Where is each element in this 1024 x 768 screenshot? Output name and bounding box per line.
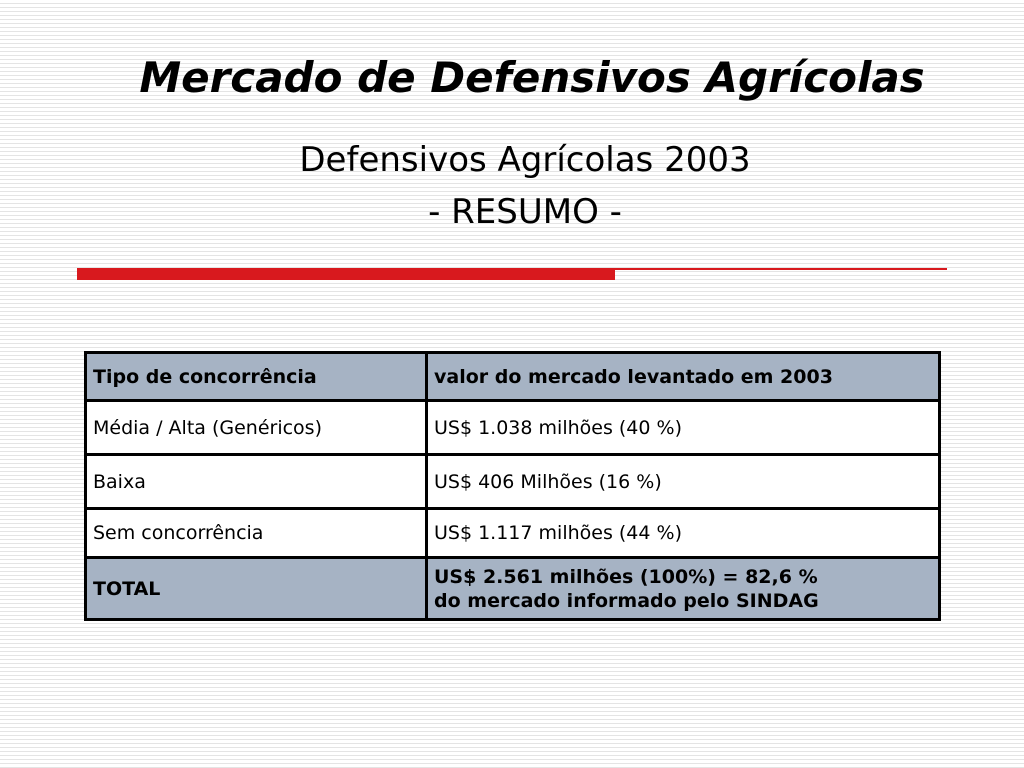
- header-cell-type: Tipo de concorrência: [84, 351, 428, 402]
- header-cell-value: valor do mercado levantado em 2003: [425, 351, 941, 402]
- total-value-line2: do mercado informado pelo SINDAG: [434, 589, 819, 612]
- table-total-row: TOTAL US$ 2.561 milhões (100%) = 82,6 % …: [84, 556, 941, 621]
- total-label-cell: TOTAL: [84, 556, 428, 621]
- accent-rule-thick: [77, 268, 615, 280]
- slide-title: Mercado de Defensivos Agrícolas: [139, 53, 925, 102]
- row-cell-type: Média / Alta (Genéricos): [84, 399, 428, 456]
- slide-subtitle-line1: Defensivos Agrícolas 2003: [299, 140, 751, 180]
- total-value-line1: US$ 2.561 milhões (100%) = 82,6 %: [434, 565, 818, 588]
- slide-subtitle-line2: - RESUMO -: [428, 192, 622, 232]
- table-row: Baixa US$ 406 Milhões (16 %): [84, 453, 941, 510]
- total-value-cell: US$ 2.561 milhões (100%) = 82,6 % do mer…: [425, 556, 941, 621]
- accent-rule-thin: [615, 268, 947, 270]
- table-header-row: Tipo de concorrência valor do mercado le…: [84, 351, 941, 402]
- row-cell-value: US$ 406 Milhões (16 %): [425, 453, 941, 510]
- row-cell-type: Baixa: [84, 453, 428, 510]
- row-cell-value: US$ 1.038 milhões (40 %): [425, 399, 941, 456]
- row-cell-type: Sem concorrência: [84, 507, 428, 559]
- row-cell-value: US$ 1.117 milhões (44 %): [425, 507, 941, 559]
- table-row: Sem concorrência US$ 1.117 milhões (44 %…: [84, 507, 941, 559]
- table-row: Média / Alta (Genéricos) US$ 1.038 milhõ…: [84, 399, 941, 456]
- market-summary-table: Tipo de concorrência valor do mercado le…: [84, 351, 941, 621]
